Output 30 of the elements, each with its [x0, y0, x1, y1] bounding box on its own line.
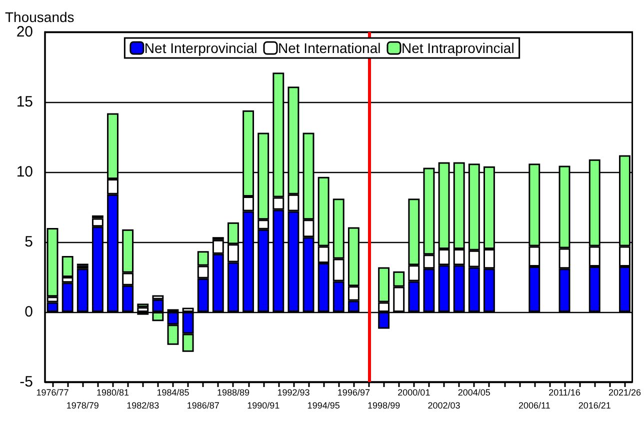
- legend-label: Net Interprovincial: [144, 40, 258, 56]
- legend-label: Net International: [278, 40, 381, 56]
- x-tick-label: 2011/16: [548, 388, 580, 398]
- x-tick-label: 1986/87: [186, 400, 220, 410]
- x-tick-label: 1994/95: [307, 400, 340, 410]
- x-tick-label: 2006/11: [518, 400, 550, 410]
- x-tick-label: 2002/03: [428, 400, 460, 410]
- x-tick-label: 2016/21: [578, 400, 611, 410]
- x-tick-label: 1976/77: [36, 388, 69, 398]
- x-tick-label: 1990/91: [247, 400, 280, 410]
- x-tick-label: 2021/26: [608, 388, 642, 398]
- y-tick-label: 5: [24, 234, 33, 250]
- y-tick-label: 10: [16, 164, 33, 180]
- x-tick-label: 1998/99: [368, 400, 400, 410]
- y-tick-label: 20: [16, 24, 33, 40]
- y-tick-label: 15: [16, 94, 33, 110]
- y-tick-label: 0: [24, 304, 33, 320]
- y-axis-title: Thousands: [5, 9, 74, 25]
- x-tick-label: 1992/93: [277, 388, 310, 398]
- x-tick-label: 2000/01: [398, 388, 430, 398]
- x-tick-label: 1996/97: [337, 388, 370, 398]
- y-tick-label: -5: [20, 374, 33, 390]
- x-tick-label: 2004/05: [458, 388, 490, 398]
- bar: [137, 307, 149, 312]
- x-tick-label: 1978/79: [66, 400, 99, 410]
- x-tick-label: 1988/89: [216, 388, 250, 398]
- x-tick-label: 1984/85: [156, 388, 190, 398]
- x-tick-label: 1982/83: [126, 400, 160, 410]
- legend-label: Net Intraprovincial: [401, 40, 514, 56]
- x-tick-label: 1980/81: [96, 388, 130, 398]
